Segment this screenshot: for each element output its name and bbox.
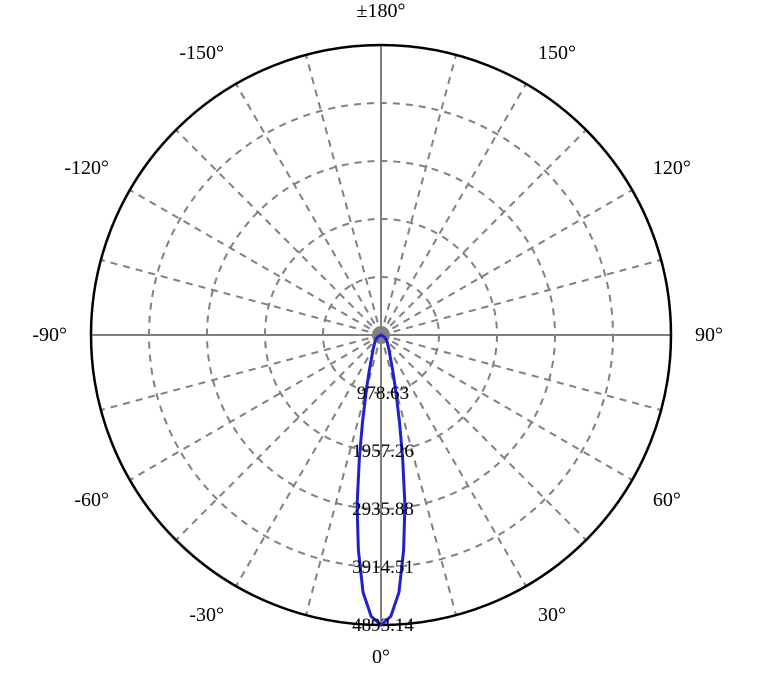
angle-label: -150° [179, 42, 224, 64]
angle-label: 120° [653, 157, 691, 179]
radial-tick-label: 3914.51 [352, 557, 414, 578]
angle-label: 0° [372, 646, 390, 668]
angle-label: 90° [695, 324, 723, 346]
angle-label: -90° [32, 324, 67, 346]
angle-label: 60° [653, 489, 681, 511]
radial-tick-label: 2935.88 [352, 499, 414, 520]
radial-tick-label: 978.63 [357, 383, 409, 404]
polar-svg: 978.63 1957.26 2935.88 3914.51 4893.14 0° 30° 6… [0, 0, 763, 675]
angle-label: -120° [64, 157, 109, 179]
angle-label: ±180° [357, 0, 406, 22]
radial-tick-label: 1957.26 [352, 441, 414, 462]
polar-chart: 978.63 1957.26 2935.88 3914.51 4893.14 0° 30° 6… [0, 0, 763, 675]
angle-label: -30° [189, 604, 224, 626]
angle-label: -60° [74, 489, 109, 511]
angle-label: 150° [538, 42, 576, 64]
radial-tick-label: 4893.14 [352, 615, 414, 636]
angle-label: 30° [538, 604, 566, 626]
